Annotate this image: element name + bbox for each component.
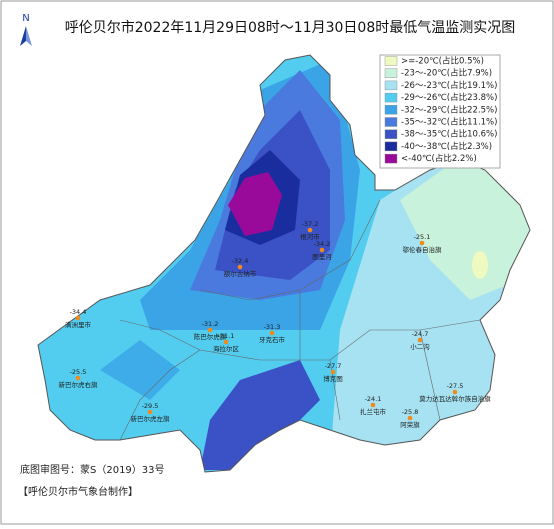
station-dot — [417, 337, 423, 343]
legend-label: -38～-35℃(占比10.6%) — [401, 129, 497, 140]
station-dot — [419, 240, 425, 246]
station-dot — [269, 330, 275, 336]
station-value: -37.2 — [302, 220, 319, 228]
station-name: 满洲里市 — [65, 320, 92, 329]
legend-label: <-40℃(占比2.2%) — [401, 153, 477, 164]
station-dot — [75, 315, 81, 321]
station-dot — [330, 369, 336, 375]
station-name: 新巴尔虎左旗 — [131, 414, 171, 423]
station-name: 新巴尔虎右旗 — [59, 380, 99, 389]
station-name: 海拉尔区 — [213, 344, 240, 353]
station-dot — [307, 227, 313, 233]
station-value: -31.3 — [264, 323, 281, 331]
district-borders — [119, 199, 481, 441]
station-name: 小二沟 — [410, 342, 430, 351]
legend-label: >=-20℃(占比0.5%) — [401, 56, 484, 67]
legend-label: -32～-29℃(占比22.5%) — [401, 104, 497, 115]
station-value: -32.4 — [232, 257, 249, 265]
compass: N — [20, 13, 32, 46]
station-name: 莫力达瓦达斡尔族自治旗 — [419, 394, 491, 403]
station-dot — [75, 375, 81, 381]
station-dot — [223, 339, 229, 345]
station-name: 扎兰屯市 — [360, 407, 387, 416]
legend-swatch — [384, 80, 398, 91]
station-name: 陈巴尔虎旗 — [194, 332, 227, 341]
legend-label: -29～-26℃(占比23.8%) — [401, 92, 497, 103]
legend: >=-20℃(占比0.5%)-23～-20℃(占比7.9%)-26～-23℃(占… — [379, 54, 501, 169]
legend-swatch — [384, 129, 398, 139]
station-dot — [452, 389, 458, 395]
approval-number: 底图审图号：蒙S（2019）33号 — [20, 463, 165, 476]
legend-swatch — [384, 141, 398, 152]
legend-swatch — [384, 56, 398, 66]
legend-swatch — [384, 68, 398, 78]
station-value: -27.7 — [325, 362, 342, 370]
legend-label: -40～-38℃(占比2.3%) — [401, 141, 492, 152]
station-dot — [319, 247, 325, 253]
station-value: -34.2 — [314, 240, 331, 248]
legend-label: -26～-23℃(占比19.1%) — [401, 80, 497, 91]
legend-label: -23～-20℃(占比7.9%) — [401, 68, 492, 79]
station-value: -34.4 — [70, 308, 87, 316]
legend-swatch — [384, 117, 398, 127]
station-name: 博克图 — [323, 374, 343, 383]
stations: -34.4 满洲里市 -25.5 新巴尔虎右旗 -29.5 新巴尔虎左旗 -31.2 陈巴尔虎… — [59, 220, 492, 429]
station-dot — [147, 409, 153, 415]
station-dot — [370, 402, 376, 408]
legend-swatch — [384, 92, 398, 103]
station-value: -24.7 — [412, 330, 429, 338]
station-dot — [237, 264, 243, 270]
legend-label: -35～-32℃(占比11.1%) — [401, 117, 497, 128]
maker: 【呼伦贝尔市气象台制作】 — [18, 485, 138, 498]
legend-swatch — [384, 105, 398, 115]
station-dot — [207, 327, 213, 333]
temperature-fill — [38, 55, 530, 472]
station-name: 图里河 — [312, 253, 332, 261]
station-name: 额尔古纳市 — [224, 269, 257, 278]
legend-swatch — [384, 153, 398, 164]
station-value: -25.8 — [402, 408, 419, 416]
map-title: 呼伦贝尔市2022年11月29日08时～11月30日08时最低气温监测实况图 — [65, 19, 516, 36]
station-name: 根河市 — [300, 232, 320, 241]
station-value: -29.5 — [142, 402, 159, 410]
compass-label: N — [22, 13, 29, 24]
station-value: -31.1 — [218, 332, 235, 340]
station-value: -31.2 — [202, 320, 219, 328]
station-value: -27.5 — [447, 382, 464, 390]
station-value: -24.1 — [365, 395, 382, 403]
station-name: 鄂伦春自治旗 — [403, 245, 443, 254]
station-name: 牙克石市 — [259, 335, 286, 344]
station-name: 阿荣旗 — [400, 420, 420, 429]
station-value: -25.5 — [70, 368, 87, 376]
station-value: -25.1 — [414, 233, 431, 241]
station-dot — [407, 415, 413, 421]
